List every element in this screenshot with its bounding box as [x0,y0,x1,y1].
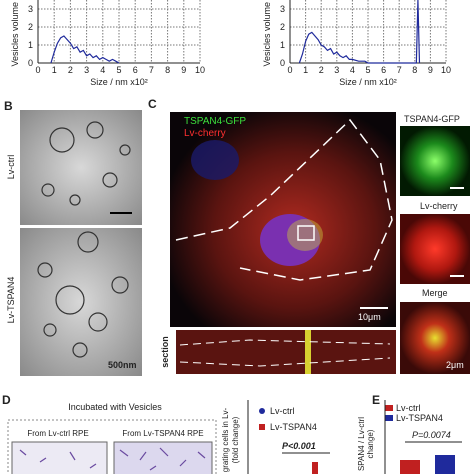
inset-image [400,302,470,374]
x-tick-label: 4 [100,65,105,75]
gfp-signal [287,219,323,251]
line [298,0,421,64]
cells [19,447,206,471]
panel-title: Incubated with Vesicles [68,402,162,412]
y-label: change) [366,429,375,458]
y-label: SPAN4 / Lv-ctrl [357,417,366,471]
column-label: From Lv-ctrl RPE [27,429,88,438]
x-tick-label: 10 [441,65,451,75]
y-tick-label: 2 [280,22,285,32]
y-tick-label: 0 [280,58,285,68]
legend-swatch [385,415,393,421]
inset-image [400,214,470,284]
legend-label: Lv-TSPAN4 [396,413,443,423]
x-tick-label: 8 [165,65,170,75]
row-label: Lv-TSPAN4 [6,277,16,324]
legend-label: Lv-TSPAN4 [270,422,317,432]
x-tick-label: 10 [195,65,205,75]
x-tick-label: 5 [116,65,121,75]
vesicles [37,231,129,358]
x-tick-label: 3 [84,65,89,75]
channel-label: TSPAN4-GFP [184,116,246,127]
x-label: Size / nm x10² [339,77,397,87]
x-tick-label: 6 [381,65,386,75]
cell-outline [175,118,393,281]
legend-swatch [259,424,265,430]
x-tick-label: 1 [52,65,57,75]
x-tick-label: 4 [350,65,355,75]
inset-box [297,225,315,241]
migration-image [113,441,213,474]
x-tick-label: 9 [181,65,186,75]
p-value: P<0.001 [282,441,316,451]
legend-swatch [259,408,265,414]
y-label: Vesicles volume X [262,0,272,67]
vesicles [41,121,131,206]
em-image [20,110,142,225]
panel-label: E [372,393,380,407]
em-image [20,228,142,376]
x-tick-label: 7 [397,65,402,75]
x-tick-label: 7 [149,65,154,75]
section-signal [305,330,311,374]
y-label: grating cells in Lv- [221,407,230,472]
line [50,35,120,64]
scale-bar-label: 2μm [446,360,464,370]
x-tick-label: 2 [68,65,73,75]
channel-label: Lv-cherry [184,128,226,139]
bar [435,455,455,474]
x-tick-label: 0 [287,65,292,75]
x-tick-label: 6 [133,65,138,75]
section-image [176,330,396,374]
x-tick-label: 0 [35,65,40,75]
panel-label: D [2,393,11,407]
y-label: (fold change) [231,416,240,463]
section-outline [179,357,391,367]
inset-label: Merge [422,288,448,298]
y-label: Vesicles volume X [10,0,20,67]
column-label: From Lv-TSPAN4 RPE [122,429,203,438]
y-tick-label: 3 [280,4,285,14]
x-tick-label: 2 [319,65,324,75]
section-outline [179,339,391,346]
scale-bar-label: 10μm [358,312,381,322]
row-label: Lv-ctrl [6,155,16,180]
bar [312,462,318,474]
panel-label: B [4,99,13,113]
panel-label: C [148,97,157,111]
x-tick-label: 3 [334,65,339,75]
y-tick-label: 1 [280,40,285,50]
inset-image [400,126,470,196]
legend-swatch [385,405,393,411]
legend-label: Lv-ctrl [396,403,421,413]
scale-bar-label: 500nm [108,360,137,370]
y-tick-label: 3 [28,4,33,14]
frame [7,419,217,474]
section-label: section [160,336,170,368]
y-tick-label: 0 [28,58,33,68]
p-value: P=0.0074 [412,430,451,440]
inset-label: Lv-cherry [420,201,458,211]
nucleus [260,214,320,266]
x-tick-label: 8 [412,65,417,75]
x-label: Size / nm x10² [90,77,148,87]
x-tick-label: 9 [428,65,433,75]
x-tick-label: 5 [365,65,370,75]
y-tick-label: 2 [28,22,33,32]
bar [400,460,420,474]
y-tick-label: 1 [28,40,33,50]
x-tick-label: 1 [303,65,308,75]
nucleus [191,140,239,180]
legend-label: Lv-ctrl [270,406,295,416]
migration-image [11,441,108,474]
inset-label: TSPAN4-GFP [404,114,460,124]
